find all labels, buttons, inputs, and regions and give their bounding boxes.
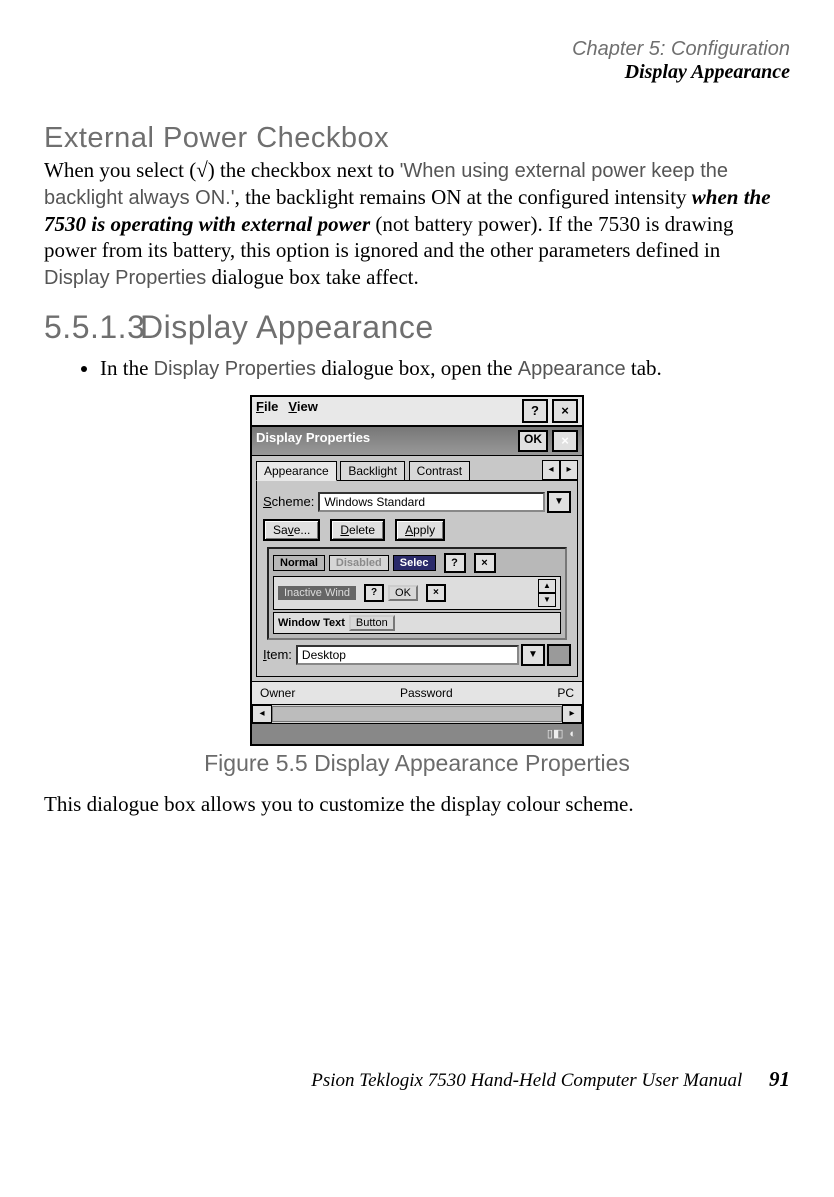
page-number: 91: [769, 1067, 790, 1091]
color-swatch[interactable]: [547, 644, 571, 666]
ok-button[interactable]: OK: [518, 430, 548, 452]
preview-inactive: Inactive Wind: [278, 586, 356, 600]
preview-inner: Inactive Wind ? OK × ▲ ▼: [273, 576, 561, 610]
item-dropdown[interactable]: ▼: [521, 644, 545, 666]
scroll-left[interactable]: ◂: [252, 705, 272, 723]
footer-text: Psion Teklogix 7530 Hand-Held Computer U…: [311, 1070, 742, 1091]
save-button[interactable]: Save...: [263, 519, 320, 541]
scroll-right[interactable]: ▸: [562, 705, 582, 723]
menubar: FFileile View ? ×: [252, 397, 582, 426]
text: tab.: [626, 356, 662, 380]
para-after-figure: This dialogue box allows you to customiz…: [44, 791, 790, 817]
tab-strip: Appearance Backlight Contrast ◂ ▸: [252, 456, 582, 480]
preview-ok: OK: [388, 585, 418, 601]
preview-button: Button: [349, 615, 395, 631]
text: dialogue box take affect.: [206, 265, 418, 289]
scheme-field: Scheme: Windows Standard ▼: [263, 491, 571, 513]
appearance-panel: Scheme: Windows Standard ▼ Save... Delet…: [256, 480, 578, 677]
preview-area: Normal Disabled Selec ? × Inactive Wind …: [267, 547, 567, 640]
preview-window-text: Window Text: [278, 617, 345, 629]
text: , the backlight remains ON at the config…: [235, 185, 692, 209]
scheme-buttons: Save... Delete Apply: [263, 519, 571, 541]
tab-appearance[interactable]: Appearance: [256, 461, 337, 481]
scheme-label: Scheme:: [263, 494, 314, 509]
bottom-tabs: Owner Password PC: [252, 681, 582, 704]
delete-button[interactable]: Delete: [330, 519, 385, 541]
preview-disabled: Disabled: [329, 555, 389, 571]
help-button[interactable]: ?: [522, 399, 548, 423]
page-footer: Psion Teklogix 7530 Hand-Held Computer U…: [44, 1067, 790, 1092]
tab-password[interactable]: Password: [400, 686, 453, 700]
figure-wrap: FFileile View ? × Display Properties OK …: [44, 395, 790, 777]
preview-close: ×: [474, 553, 496, 573]
text: In the: [100, 356, 154, 380]
heading-display-appearance: 5.5.1.3Display Appearance: [44, 309, 790, 346]
figure-caption: Figure 5.5 Display Appearance Properties: [44, 750, 790, 777]
text: When you select (√) the checkbox next to: [44, 158, 400, 182]
section-title: Display Appearance: [140, 309, 434, 345]
header-chapter: Chapter 5: Configuration: [44, 38, 790, 61]
text: dialogue box, open the: [316, 356, 518, 380]
instruction-item: In the Display Properties dialogue box, …: [100, 356, 790, 381]
preview-help-2: ?: [364, 584, 384, 602]
item-field: Item: Desktop ▼: [263, 644, 571, 666]
preview-help: ?: [444, 553, 466, 573]
preview-close-2: ×: [426, 584, 446, 602]
heading-external-power: External Power Checkbox: [44, 122, 790, 155]
apply-button[interactable]: Apply: [395, 519, 445, 541]
window-title: Display Properties: [256, 430, 370, 452]
preview-selected: Selec: [393, 555, 436, 571]
tab-contrast[interactable]: Contrast: [409, 461, 470, 481]
para-external-power: When you select (√) the checkbox next to…: [44, 157, 790, 291]
scheme-dropdown[interactable]: ▼: [547, 491, 571, 513]
screenshot-display-properties: FFileile View ? × Display Properties OK …: [250, 395, 584, 746]
menu-file[interactable]: FFileile: [256, 399, 278, 423]
spin-down: ▼: [538, 593, 556, 607]
preview-normal: Normal: [273, 555, 325, 571]
section-number: 5.5.1.3: [44, 309, 140, 346]
titlebar: Display Properties OK ×: [252, 426, 582, 456]
spin-up: ▲: [538, 579, 556, 593]
close-button[interactable]: ×: [552, 399, 578, 423]
header-section: Display Appearance: [44, 61, 790, 84]
tab-scroll-left[interactable]: ◂: [542, 460, 560, 480]
page-header: Chapter 5: Configuration Display Appeara…: [44, 38, 790, 84]
tab-owner[interactable]: Owner: [260, 686, 295, 700]
tray-icon-2: ◐: [569, 728, 576, 740]
ui-term: Appearance: [518, 358, 626, 380]
system-tray: ▯◧ ◐: [252, 723, 582, 744]
item-label: Item:: [263, 647, 292, 662]
tray-icon: ▯◧: [547, 727, 563, 740]
scroll-track[interactable]: [272, 706, 562, 722]
item-value[interactable]: Desktop: [296, 645, 519, 665]
ui-term: Display Properties: [154, 358, 316, 380]
tab-pc[interactable]: PC: [557, 686, 574, 700]
tab-backlight[interactable]: Backlight: [340, 461, 405, 481]
preview-spinner: ▲ ▼: [538, 579, 556, 607]
preview-inner-2: Window Text Button: [273, 612, 561, 634]
close-icon[interactable]: ×: [552, 430, 578, 452]
menu-view[interactable]: View: [288, 399, 317, 423]
instruction-list: In the Display Properties dialogue box, …: [100, 356, 790, 381]
ui-term: Display Properties: [44, 267, 206, 289]
scheme-value[interactable]: Windows Standard: [318, 492, 545, 512]
horizontal-scrollbar[interactable]: ◂ ▸: [252, 704, 582, 723]
tab-scroll-right[interactable]: ▸: [560, 460, 578, 480]
